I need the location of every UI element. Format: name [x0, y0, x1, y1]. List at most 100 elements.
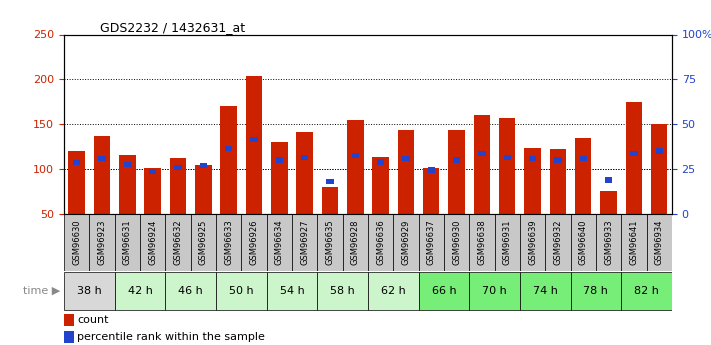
Bar [220, 106, 237, 214]
Text: 82 h: 82 h [634, 286, 659, 296]
Text: 54 h: 54 h [279, 286, 304, 296]
Text: 74 h: 74 h [533, 286, 557, 296]
Bar [317, 272, 368, 310]
Text: GSM96923: GSM96923 [97, 220, 107, 265]
Text: GDS2232 / 1432631_at: GDS2232 / 1432631_at [100, 21, 245, 34]
Bar [373, 157, 389, 214]
Bar [276, 157, 283, 163]
Text: GSM96637: GSM96637 [427, 219, 436, 265]
Text: GSM96927: GSM96927 [300, 220, 309, 265]
Bar [241, 214, 267, 271]
Text: 50 h: 50 h [229, 286, 254, 296]
Bar [393, 214, 419, 271]
Bar [321, 187, 338, 214]
Text: GSM96635: GSM96635 [326, 219, 334, 265]
Bar [570, 214, 596, 271]
Bar [579, 156, 587, 161]
Bar [191, 214, 216, 271]
Text: GSM96930: GSM96930 [452, 220, 461, 265]
Text: GSM96631: GSM96631 [123, 219, 132, 265]
Text: GSM96634: GSM96634 [274, 219, 284, 265]
Text: 42 h: 42 h [127, 286, 152, 296]
Text: 70 h: 70 h [482, 286, 507, 296]
Bar [545, 214, 570, 271]
Bar [368, 214, 393, 271]
Bar [605, 177, 612, 183]
Bar [174, 165, 182, 170]
Bar [469, 214, 495, 271]
Bar [149, 169, 156, 175]
Bar [64, 272, 114, 310]
Bar [195, 165, 212, 214]
Bar [419, 272, 469, 310]
Text: GSM96633: GSM96633 [224, 219, 233, 265]
Bar [596, 214, 621, 271]
Bar [621, 272, 672, 310]
Bar [68, 151, 85, 214]
Bar [444, 214, 469, 271]
Bar [474, 115, 490, 214]
Bar [64, 331, 74, 343]
Bar [326, 179, 333, 184]
Bar [479, 151, 486, 157]
Bar [495, 214, 520, 271]
Bar [250, 137, 257, 142]
Bar [397, 130, 415, 214]
Bar [575, 138, 592, 214]
Text: GSM96638: GSM96638 [477, 219, 486, 265]
Bar [64, 214, 90, 271]
Bar [368, 272, 419, 310]
Text: GSM96632: GSM96632 [173, 219, 183, 265]
Text: percentile rank within the sample: percentile rank within the sample [77, 333, 265, 342]
Text: time ▶: time ▶ [23, 286, 60, 296]
Bar [570, 272, 621, 310]
Bar [216, 272, 267, 310]
Bar [453, 157, 460, 163]
Bar [165, 214, 191, 271]
Bar [170, 158, 186, 214]
Bar [98, 156, 106, 161]
Text: GSM96640: GSM96640 [579, 220, 588, 265]
Bar [267, 272, 317, 310]
Text: 38 h: 38 h [77, 286, 102, 296]
Text: GSM96934: GSM96934 [655, 220, 664, 265]
Text: count: count [77, 315, 109, 325]
Bar [550, 149, 566, 214]
Bar [377, 159, 385, 165]
Bar [225, 146, 232, 151]
Text: GSM96926: GSM96926 [250, 220, 259, 265]
Bar [449, 130, 465, 214]
Bar [140, 214, 165, 271]
Bar [216, 214, 241, 271]
Text: 58 h: 58 h [330, 286, 355, 296]
Bar [200, 163, 207, 168]
Bar [64, 314, 74, 326]
Text: GSM96931: GSM96931 [503, 220, 512, 265]
Bar [626, 102, 642, 214]
Bar [165, 272, 216, 310]
Bar [656, 148, 663, 154]
Text: GSM96929: GSM96929 [402, 220, 410, 265]
Bar [520, 214, 545, 271]
Bar [144, 168, 161, 214]
Bar [246, 76, 262, 214]
Bar [402, 156, 410, 161]
Bar [651, 124, 668, 214]
Bar [73, 160, 80, 166]
Bar [317, 214, 343, 271]
Bar [271, 142, 287, 214]
Text: GSM96641: GSM96641 [629, 220, 638, 265]
Text: GSM96933: GSM96933 [604, 219, 613, 265]
Text: 66 h: 66 h [432, 286, 456, 296]
Text: 62 h: 62 h [381, 286, 406, 296]
Text: GSM96925: GSM96925 [199, 220, 208, 265]
Text: 46 h: 46 h [178, 286, 203, 296]
Bar [600, 191, 617, 214]
Bar [630, 151, 638, 157]
Bar [499, 118, 515, 214]
Bar [427, 167, 435, 172]
Bar [621, 214, 646, 271]
Bar [469, 272, 520, 310]
Text: GSM96636: GSM96636 [376, 219, 385, 265]
Bar [267, 214, 292, 271]
